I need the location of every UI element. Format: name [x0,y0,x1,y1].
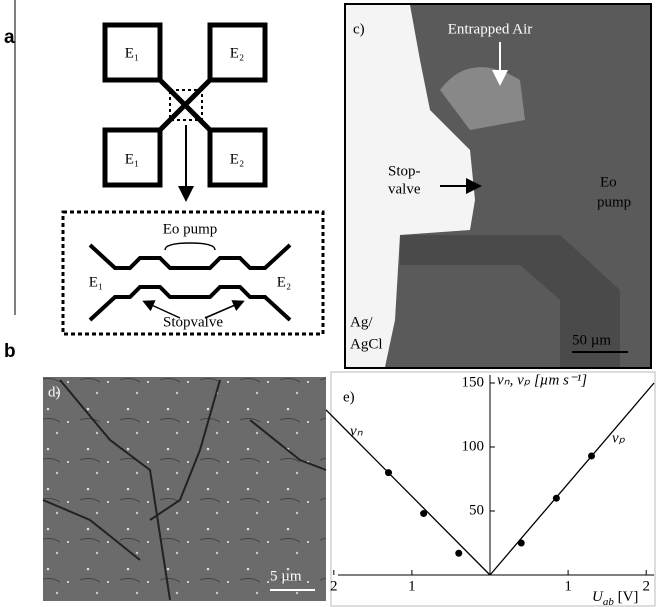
x-tick-label: 2 [330,578,338,594]
panel-label: e) [343,389,355,405]
channel [90,245,290,320]
electrode: E₁ [125,45,139,61]
panel-label: c) [353,21,365,37]
label: pump [597,194,631,210]
point [588,452,595,459]
fit-line [490,383,654,575]
point [385,469,392,476]
electrode: E₂ [230,151,244,167]
point [518,540,525,547]
label: valve [388,181,421,197]
label: E₂ [277,274,291,290]
series-label: vₙ [350,423,364,439]
x-tick-label: 1 [564,578,572,594]
label: Eo pump [163,221,218,237]
label: AgCl [350,336,383,352]
scale-label: 50 µm [572,332,611,348]
y-tick-label: 150 [462,374,485,390]
label: Stopvalve [163,314,223,330]
x-label-unit: [V] [614,589,639,605]
point [553,495,560,502]
scale-label: 5 µm [270,568,302,584]
y-axis-label: vₙ, vₚ [µm s⁻¹] [497,372,587,388]
x-tick-label: 1 [408,578,416,594]
brace [165,243,215,250]
electrode: E₂ [230,45,244,61]
label: Stop- [388,163,421,179]
y-tick-label: 100 [462,438,485,454]
point [420,510,427,517]
label: Entrapped Air [448,21,533,37]
label: E₁ [89,274,103,290]
x-tick-label: 2 [642,578,650,594]
y-tick-label: 50 [469,502,484,518]
series-label: vₚ [612,430,626,446]
point [455,550,462,557]
x-label-sub: ab [603,596,615,607]
x-axis-label: Uab [V] [592,589,638,607]
label: Eo [600,174,617,190]
panel-label: b [4,341,16,362]
panel-label: d) [48,384,61,400]
panel-label: a [4,27,15,48]
label: Ag/ [350,314,373,330]
figure: a E₁ E₂ E₁ E₂ Eo pump E₁ E₂ Stopvalve b … [0,0,656,607]
electrode: E₁ [125,151,139,167]
